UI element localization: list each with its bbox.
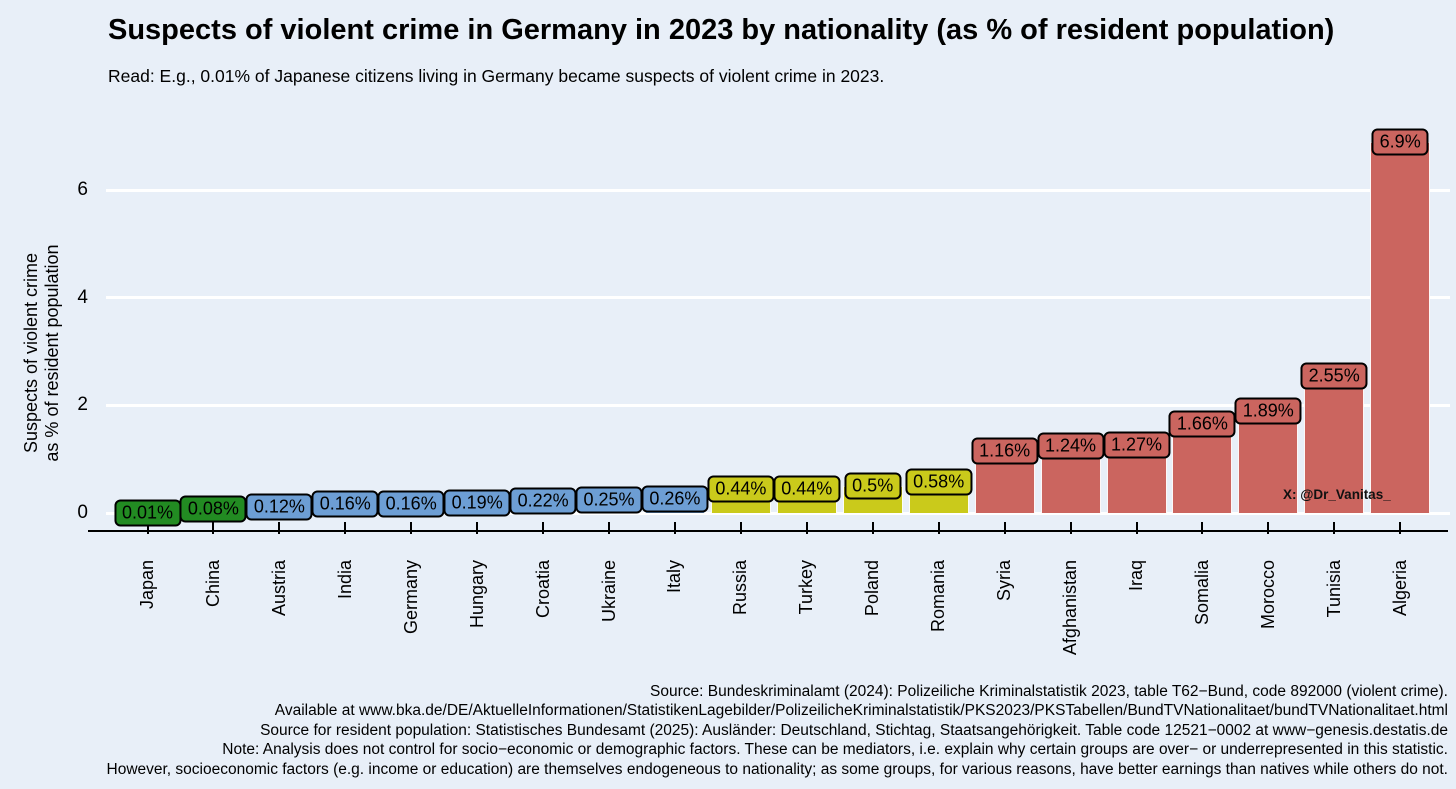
x-axis-tick <box>542 522 544 534</box>
value-label-syria: 1.16% <box>971 437 1038 464</box>
footer-available-line: Available at www.bka.de/DE/AktuelleInfor… <box>0 701 1448 720</box>
value-label-russia: 0.44% <box>707 476 774 503</box>
x-axis-tick <box>608 522 610 534</box>
footer-notes: Source: Bundeskriminalamt (2024): Polize… <box>0 682 1448 779</box>
watermark-handle: X: @Dr_Vanitas_ <box>1283 487 1391 502</box>
x-axis-tick <box>410 522 412 534</box>
x-axis-tick <box>1201 522 1203 534</box>
value-label-poland: 0.5% <box>844 473 901 500</box>
bar-algeria <box>1370 142 1430 513</box>
x-axis-tick <box>1333 522 1335 534</box>
x-axis-tick <box>344 522 346 534</box>
y-tick-label: 0 <box>48 502 88 524</box>
x-axis-tick <box>674 522 676 534</box>
gridline <box>106 296 1450 299</box>
value-label-italy: 0.26% <box>641 486 708 513</box>
x-axis-tick <box>1004 522 1006 534</box>
x-axis-tick <box>212 522 214 534</box>
x-axis-tick <box>1267 522 1269 534</box>
x-axis-tick <box>278 522 280 534</box>
plot-area: 0246Japan0.01%China0.08%Austria0.12%Indi… <box>0 0 1456 789</box>
value-label-somalia: 1.66% <box>1169 410 1236 437</box>
value-label-japan: 0.01% <box>114 499 181 526</box>
value-label-china: 0.08% <box>180 495 247 522</box>
footer-source-line: Source: Bundeskriminalamt (2024): Polize… <box>0 682 1448 701</box>
y-tick-label: 2 <box>48 394 88 416</box>
value-label-iraq: 1.27% <box>1103 431 1170 458</box>
value-label-tunisia: 2.55% <box>1301 362 1368 389</box>
value-label-croatia: 0.22% <box>510 488 577 515</box>
x-axis-tick <box>938 522 940 534</box>
x-axis-tick <box>806 522 808 534</box>
x-label-text: Algeria <box>1390 560 1411 616</box>
x-axis-tick <box>872 522 874 534</box>
value-label-turkey: 0.44% <box>773 476 840 503</box>
footer-population-source-line: Source for resident population: Statisti… <box>0 721 1448 740</box>
value-label-germany: 0.16% <box>378 491 445 518</box>
value-label-austria: 0.12% <box>246 493 313 520</box>
x-axis-tick <box>740 522 742 534</box>
value-label-hungary: 0.19% <box>444 489 511 516</box>
x-axis-line <box>88 530 1448 532</box>
x-label-algeria: Algeria <box>1340 560 1456 702</box>
x-axis-tick <box>1136 522 1138 534</box>
x-axis-tick <box>1399 522 1401 534</box>
value-label-afghanistan: 1.24% <box>1037 433 1104 460</box>
value-label-india: 0.16% <box>312 491 379 518</box>
x-axis-tick <box>476 522 478 534</box>
chart-canvas: Suspects of violent crime in Germany in … <box>0 0 1456 789</box>
y-tick-label: 6 <box>48 179 88 201</box>
gridline <box>106 189 1450 192</box>
y-tick-label: 4 <box>48 287 88 309</box>
value-label-algeria: 6.9% <box>1372 128 1429 155</box>
value-label-ukraine: 0.25% <box>575 486 642 513</box>
value-label-morocco: 1.89% <box>1235 398 1302 425</box>
value-label-romania: 0.58% <box>905 468 972 495</box>
x-axis-tick <box>1070 522 1072 534</box>
footer-note-line: Note: Analysis does not control for soci… <box>0 740 1448 759</box>
footer-note-line2: However, socioeconomic factors (e.g. inc… <box>0 760 1448 779</box>
